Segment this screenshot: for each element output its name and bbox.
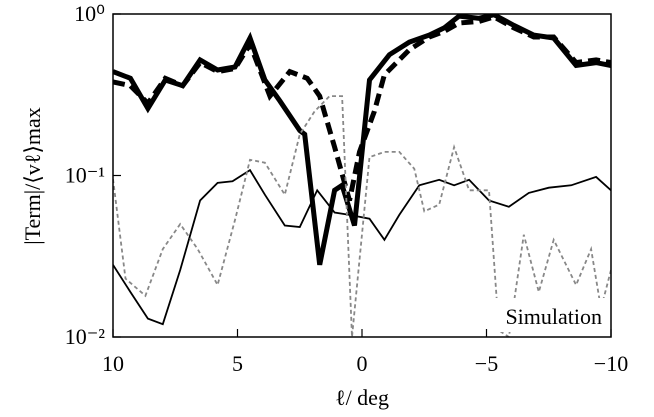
x-axis-label: ℓ/ deg	[335, 385, 389, 410]
x-tick-label: −5	[475, 351, 498, 376]
y-tick-label: 10⁻¹	[65, 163, 105, 188]
x-tick-label: −10	[594, 351, 628, 376]
series-line	[113, 14, 611, 202]
y-axis-label: |Term|/⟨vℓ⟩max	[20, 107, 45, 245]
y-tick-label: 10⁰	[74, 1, 105, 26]
y-tick-label: 10⁻²	[65, 324, 106, 349]
annotation: Simulation	[505, 304, 602, 329]
annotation-bg	[468, 298, 606, 332]
series-line	[113, 95, 611, 337]
series-line	[113, 168, 611, 326]
x-tick-label: 0	[357, 351, 368, 376]
series-line	[113, 14, 611, 266]
x-tick-label: 10	[102, 351, 124, 376]
plot-area	[113, 14, 611, 337]
x-tick-label: 5	[232, 351, 243, 376]
